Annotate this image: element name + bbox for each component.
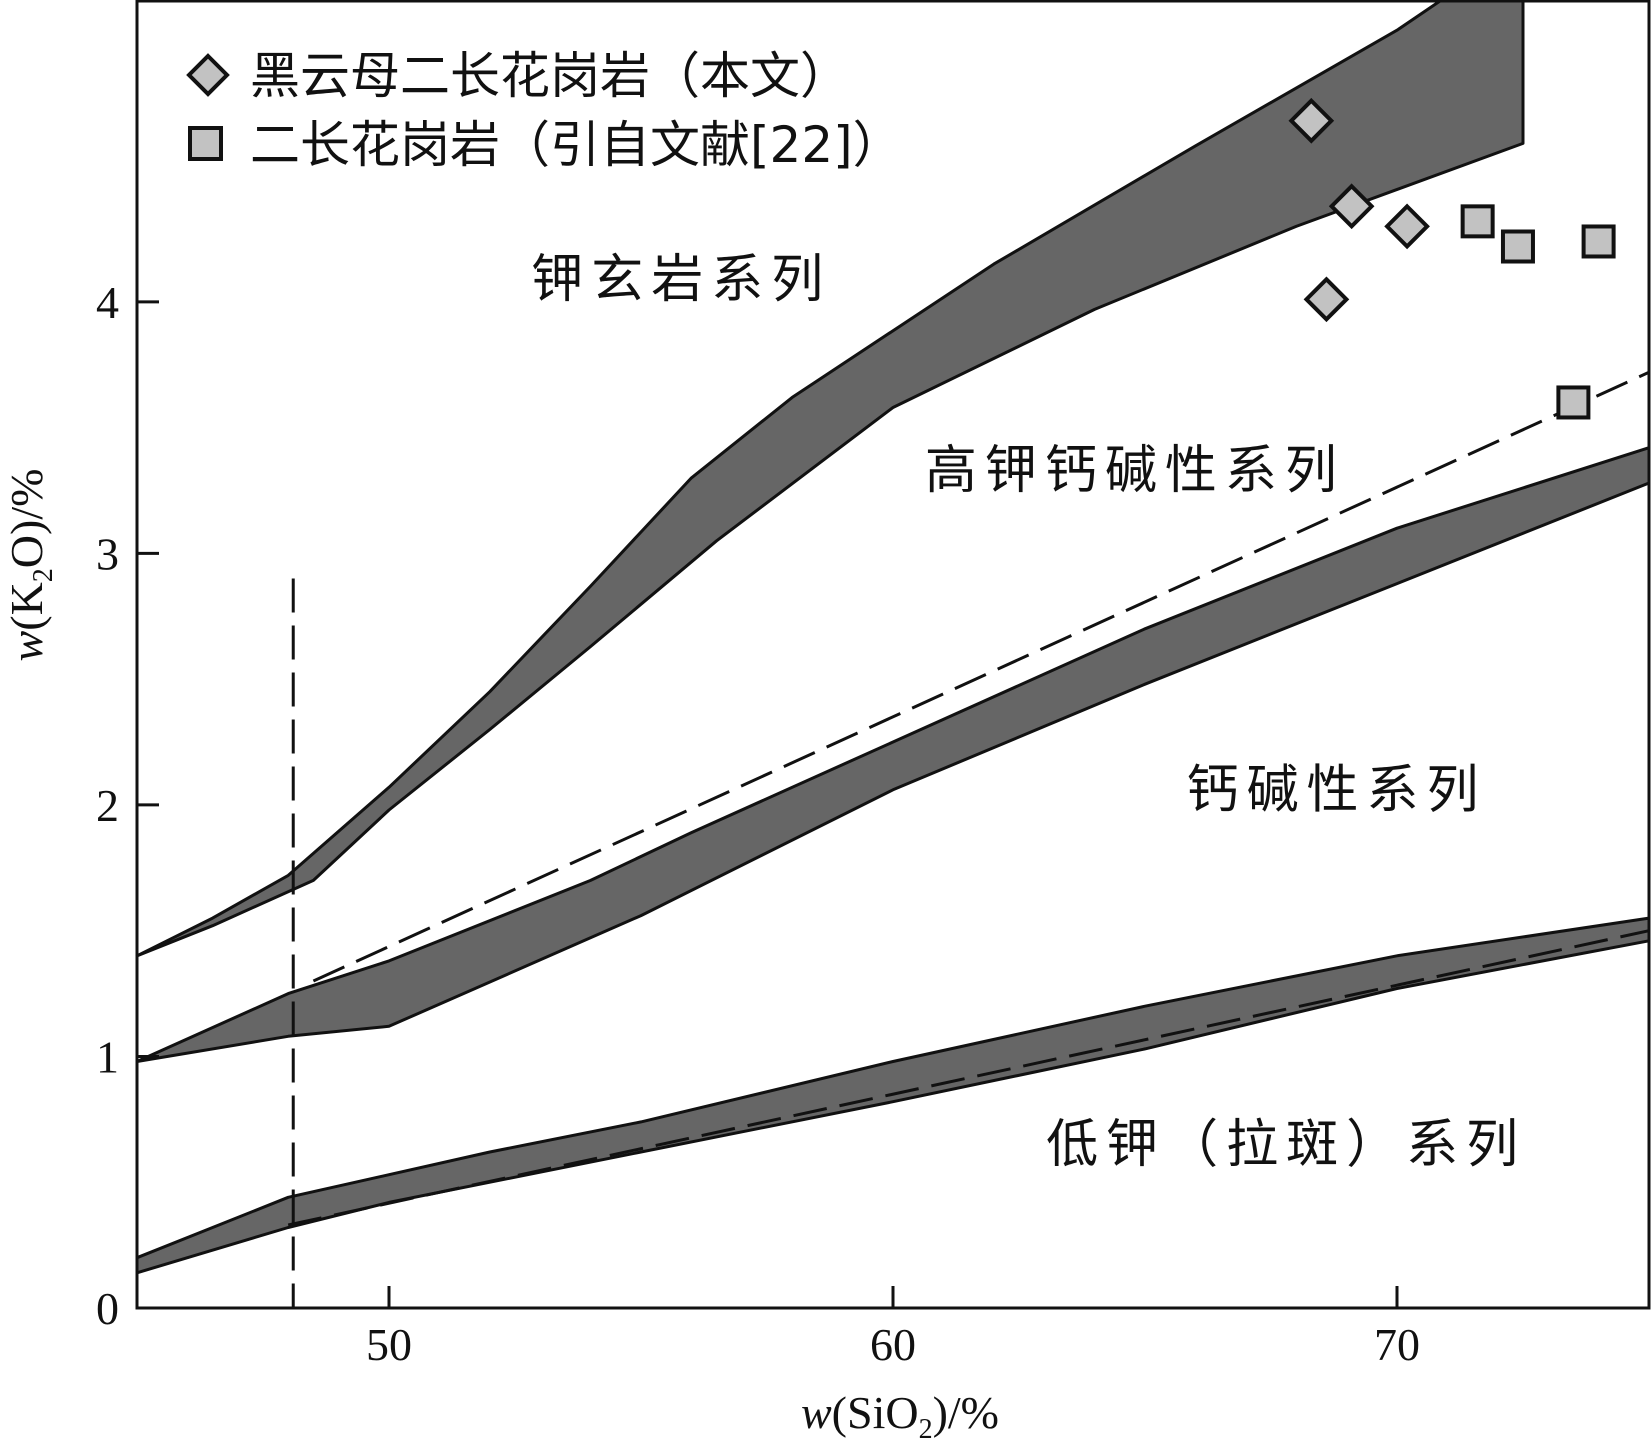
diamond-point-3 [1384,203,1430,250]
legend-label-square: 二长花岗岩（引自文献[22]） [250,116,903,174]
x-tick-label-60: 60 [870,1319,916,1370]
y-tick-label-0: 0 [96,1283,119,1334]
data-points [1288,97,1616,420]
y-tick-label-1: 1 [96,1031,119,1082]
y-tick-label-3: 3 [96,528,119,579]
square-point-3 [1581,224,1616,259]
square-point-4 [1556,385,1591,420]
region-label-3: 钙碱性系列 [1187,760,1487,820]
boundary-bands [135,0,1651,1275]
plot-frame [135,0,1651,1310]
axis-ticks: 50 60 70 0 1 2 3 4 [96,277,1420,1370]
region-label-1: 钾玄岩系列 [531,250,831,310]
x-tick-label-50: 50 [366,1319,412,1370]
x-axis-title: w(SiO2)/% [801,1387,999,1444]
x-tick-label-70: 70 [1374,1319,1420,1370]
y-axis-title: w(K2O)/% [1,469,59,662]
legend-diamond-marker [186,53,230,97]
diamond-point-1 [1288,97,1335,144]
legend-square-marker [188,126,223,161]
legend: 黑云母二长花岗岩（本文） 二长花岗岩（引自文献[22]） [186,47,903,174]
dashed-dividers [287,370,1650,1308]
diamond-point-4 [1303,276,1350,323]
boundary-band-1 [135,0,1525,958]
y-tick-label-2: 2 [96,780,119,831]
legend-label-diamond: 黑云母二长花岗岩（本文） [250,47,850,105]
square-point-2 [1500,229,1535,264]
region-label-4: 低钾（拉斑）系列 [1046,1115,1526,1175]
region-label-2: 高钾钙碱性系列 [925,441,1345,501]
diamond-point-2 [1328,183,1375,230]
dashed-line-3 [287,929,1650,1227]
square-point-1 [1460,204,1495,239]
dashed-line-2 [312,370,1650,983]
y-tick-label-4: 4 [96,277,119,328]
